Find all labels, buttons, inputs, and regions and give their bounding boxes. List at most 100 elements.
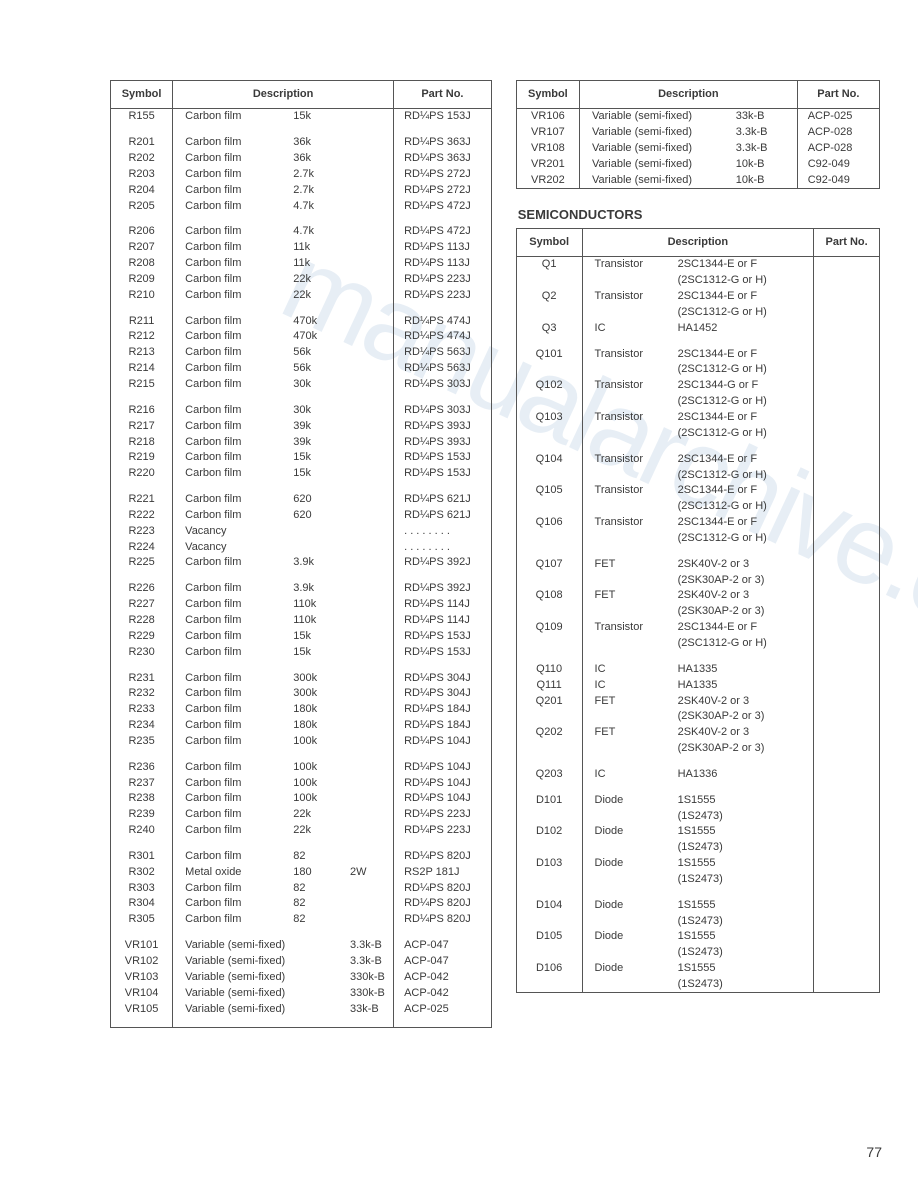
desc-type-cell: Carbon film — [173, 313, 290, 329]
desc-extra-cell — [346, 791, 394, 807]
desc-type-cell: Carbon film — [173, 224, 290, 240]
symbol-cell: R239 — [111, 807, 173, 823]
symbol-cell: VR107 — [516, 125, 579, 141]
desc-value-cell: 22k — [289, 823, 346, 839]
table-row: R305Carbon film82RD¼PS 820J — [111, 912, 492, 928]
table-row-alt: (2SC1312-G or H) — [516, 394, 879, 410]
desc-type-cell: Carbon film — [173, 271, 290, 287]
desc-type-cell: Carbon film — [173, 507, 290, 523]
table-row: R228Carbon film110kRD¼PS 114J — [111, 612, 492, 628]
part-cell: RD¼PS 304J — [394, 686, 492, 702]
symbol-cell: R226 — [111, 581, 173, 597]
alt-value-cell: (2SC1312-G or H) — [674, 530, 814, 546]
symbol-cell: VR102 — [111, 954, 173, 970]
right-column: Symbol Description Part No. VR106Variabl… — [516, 80, 880, 993]
desc-extra-cell — [346, 313, 394, 329]
table-row: VR105Variable (semi-fixed)33k-BACP-025 — [111, 1001, 492, 1017]
desc-extra-cell — [346, 702, 394, 718]
symbol-cell: D102 — [516, 824, 582, 840]
table-row: VR106Variable (semi-fixed)33k-BACP-025 — [516, 108, 879, 124]
desc-type-cell: Carbon film — [173, 670, 290, 686]
symbol-cell: Q102 — [516, 378, 582, 394]
part-cell: RD¼PS 153J — [394, 644, 492, 660]
symbol-cell: R301 — [111, 848, 173, 864]
part-cell: RD¼PS 820J — [394, 848, 492, 864]
alt-value-cell: (1S2473) — [674, 913, 814, 929]
part-cell: RD¼PS 393J — [394, 434, 492, 450]
alt-value-cell: (2SC1312-G or H) — [674, 304, 814, 320]
symbol-cell: R205 — [111, 198, 173, 214]
table-row-alt: (2SC1312-G or H) — [516, 304, 879, 320]
desc-extra-cell: 330k-B — [346, 969, 394, 985]
type-cell: Diode — [582, 792, 674, 808]
part-cell: RD¼PS 184J — [394, 702, 492, 718]
desc-value-cell: 30k — [289, 402, 346, 418]
value-cell: 2SC1344-E or F — [674, 451, 814, 467]
left-column: Symbol Description Part No. R155Carbon f… — [110, 80, 492, 1028]
table-row: Q3ICHA1452 — [516, 320, 879, 336]
desc-extra-cell — [346, 361, 394, 377]
table-row: R207Carbon film11kRD¼PS 113J — [111, 240, 492, 256]
part-cell: RD¼PS 272J — [394, 182, 492, 198]
symbol-cell: R227 — [111, 597, 173, 613]
vr-header-description: Description — [580, 81, 798, 109]
type-cell: IC — [582, 661, 674, 677]
table-row-alt: (2SC1312-G or H) — [516, 273, 879, 289]
value-cell: 2SC1344-E or F — [674, 515, 814, 531]
desc-extra-cell: 3.3k-B — [346, 954, 394, 970]
part-cell: RD¼PS 104J — [394, 733, 492, 749]
desc-value-cell: 15k — [289, 108, 346, 124]
part-cell: ACP-047 — [394, 954, 492, 970]
part-cell: RD¼PS 223J — [394, 823, 492, 839]
vr-table: Symbol Description Part No. VR106Variabl… — [516, 80, 880, 189]
table-row-alt: (2SK30AP-2 or 3) — [516, 741, 879, 757]
table-row-alt: (2SC1312-G or H) — [516, 499, 879, 515]
desc-value-cell: 4.7k — [289, 224, 346, 240]
part-cell — [814, 856, 880, 872]
desc-value-cell: 100k — [289, 775, 346, 791]
header-part: Part No. — [394, 81, 492, 109]
desc-type-cell: Carbon film — [173, 848, 290, 864]
alt-value-cell: (1S2473) — [674, 871, 814, 887]
symbol-cell: D104 — [516, 897, 582, 913]
desc-type-cell: Variable (semi-fixed) — [173, 954, 290, 970]
table-row: D102Diode1S1555 — [516, 824, 879, 840]
desc-extra-cell — [346, 450, 394, 466]
desc-extra-cell — [346, 718, 394, 734]
desc-type-cell: Carbon film — [173, 361, 290, 377]
value-cell: 10k-B — [732, 172, 797, 188]
desc-value-cell: 110k — [289, 597, 346, 613]
symbol-cell: R228 — [111, 612, 173, 628]
symbol-cell: R208 — [111, 256, 173, 272]
desc-value-cell: 15k — [289, 450, 346, 466]
semi-header-symbol: Symbol — [516, 229, 582, 257]
type-cell: Diode — [582, 929, 674, 945]
part-cell: ACP-042 — [394, 969, 492, 985]
desc-value-cell: 3.9k — [289, 555, 346, 571]
desc-extra-cell — [346, 256, 394, 272]
desc-extra-cell — [346, 418, 394, 434]
desc-value-cell: 82 — [289, 880, 346, 896]
desc-value-cell: 3.9k — [289, 581, 346, 597]
table-row: R205Carbon film4.7kRD¼PS 472J — [111, 198, 492, 214]
symbol-cell: R224 — [111, 539, 173, 555]
part-cell: RD¼PS 303J — [394, 402, 492, 418]
type-cell: Diode — [582, 897, 674, 913]
part-cell: RD¼PS 363J — [394, 151, 492, 167]
symbol-cell: D106 — [516, 961, 582, 977]
symbol-cell: R202 — [111, 151, 173, 167]
symbol-cell: R302 — [111, 864, 173, 880]
desc-value-cell: 36k — [289, 135, 346, 151]
vr-header-symbol: Symbol — [516, 81, 579, 109]
value-cell: HA1335 — [674, 677, 814, 693]
desc-extra-cell — [346, 492, 394, 508]
desc-value-cell: 100k — [289, 759, 346, 775]
part-cell — [814, 792, 880, 808]
part-cell: RD¼PS 472J — [394, 198, 492, 214]
desc-type-cell: Carbon film — [173, 581, 290, 597]
part-cell: RD¼PS 392J — [394, 581, 492, 597]
desc-extra-cell — [346, 377, 394, 393]
desc-type-cell: Carbon film — [173, 759, 290, 775]
table-row: R221Carbon film620RD¼PS 621J — [111, 492, 492, 508]
part-cell — [814, 289, 880, 305]
